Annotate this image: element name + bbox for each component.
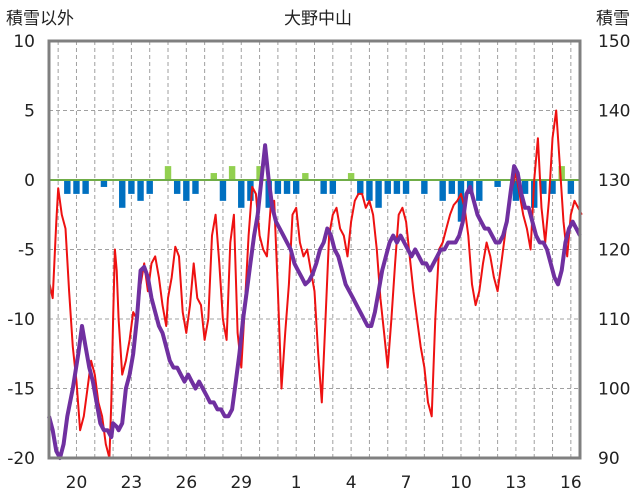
bar-negative — [183, 180, 190, 201]
right-axis-label: 積雪 — [596, 9, 630, 29]
left-tick-label: -5 — [18, 241, 35, 261]
bar-negative — [238, 180, 245, 208]
bar-negative — [73, 180, 80, 194]
bar-negative — [393, 180, 401, 194]
bar-negative — [375, 180, 382, 208]
right-tick-label: 110 — [598, 310, 630, 330]
bar-positive — [164, 166, 172, 180]
left-tick-label: 5 — [24, 102, 35, 122]
bar-positive — [210, 173, 217, 180]
right-tick-label: 100 — [598, 380, 630, 400]
chart-title: 大野中山 — [284, 9, 352, 29]
right-tick-label: 150 — [598, 32, 630, 52]
bar-negative — [128, 180, 135, 194]
left-axis-label: 積雪以外 — [6, 9, 74, 29]
right-tick-label: 140 — [598, 102, 630, 122]
bar-negative — [476, 180, 483, 201]
bar-positive — [302, 173, 309, 180]
left-tick-label: -20 — [7, 449, 35, 469]
bar-negative — [329, 180, 337, 194]
bar-positive — [256, 166, 263, 180]
bar-negative — [283, 180, 291, 194]
bar-negative — [274, 180, 282, 194]
x-tick-label: 20 — [66, 473, 88, 493]
bar-negative — [421, 180, 428, 194]
bar-negative — [540, 180, 547, 194]
bar-positive — [347, 173, 355, 180]
bar-negative — [494, 180, 501, 187]
bar-negative — [384, 180, 391, 194]
left-tick-label: 0 — [24, 171, 35, 191]
x-tick-label: 4 — [346, 473, 357, 493]
bar-negative — [549, 180, 556, 194]
right-tick-label: 130 — [598, 171, 630, 191]
x-tick-label: 16 — [560, 473, 582, 493]
bar-negative — [119, 180, 126, 208]
x-tick-label: 1 — [291, 473, 302, 493]
right-tick-label: 90 — [598, 449, 620, 469]
right-tick-label: 120 — [598, 241, 630, 261]
right-axis-ticks: 150 140 130 120 110 100 90 — [598, 32, 630, 469]
left-tick-label: 10 — [13, 32, 35, 52]
x-tick-label: 10 — [450, 473, 472, 493]
bar-negative — [173, 180, 181, 194]
bar-negative — [439, 180, 446, 201]
bar-negative — [64, 180, 71, 194]
bar-positive — [558, 166, 565, 180]
bar-negative — [82, 180, 89, 194]
bar-negative — [192, 180, 199, 194]
bar-negative — [320, 180, 327, 194]
bar-negative — [512, 180, 520, 201]
plot-frame — [47, 39, 582, 460]
x-tick-label: 13 — [505, 473, 527, 493]
x-tick-label: 29 — [230, 473, 252, 493]
bar-negative — [292, 180, 300, 194]
x-tick-label: 7 — [401, 473, 412, 493]
x-axis-ticks: 20 23 26 29 1 4 7 10 13 16 — [66, 473, 582, 493]
bar-negative — [366, 180, 373, 201]
snow-depth-line — [47, 143, 582, 460]
bar-negative — [521, 180, 529, 194]
bar-positive — [228, 166, 236, 180]
bar-negative — [357, 180, 364, 194]
bar-negative — [402, 180, 410, 194]
left-axis-ticks: 10 5 0 -5 -10 -15 -20 — [7, 32, 35, 469]
bar-negative — [457, 180, 465, 222]
series-layer — [47, 109, 583, 460]
bars-layer — [49, 166, 580, 222]
bar-negative — [219, 180, 227, 201]
left-tick-label: -10 — [7, 310, 35, 330]
bar-negative — [146, 180, 153, 194]
temperature-line — [48, 109, 583, 459]
bar-negative — [448, 180, 456, 194]
x-tick-label: 26 — [176, 473, 198, 493]
bar-negative — [137, 180, 144, 201]
bar-negative — [247, 180, 254, 201]
bar-negative — [567, 180, 575, 194]
left-tick-label: -15 — [7, 380, 35, 400]
bar-negative — [100, 180, 108, 187]
x-tick-label: 23 — [121, 473, 143, 493]
